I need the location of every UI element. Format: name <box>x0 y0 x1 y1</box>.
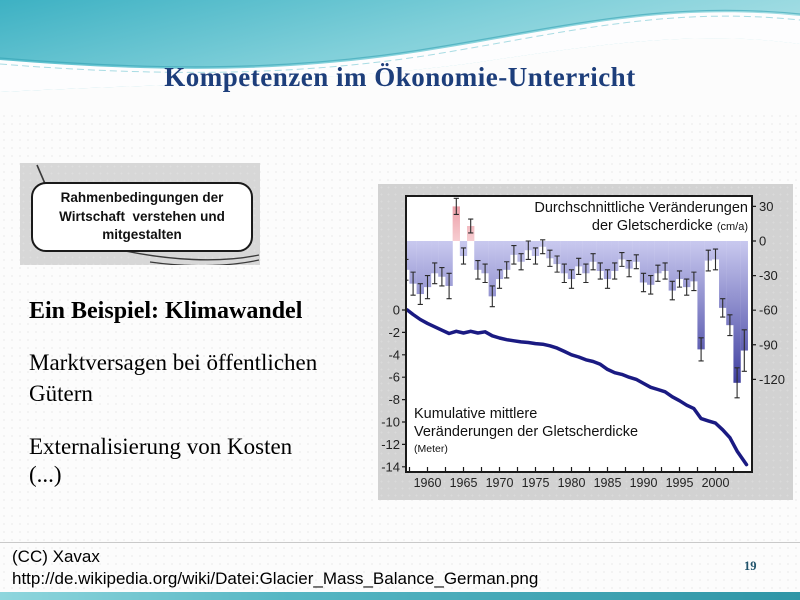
glacier-chart-image: Durchschnittliche Veränderungen der Glets… <box>378 184 793 500</box>
svg-text:1980: 1980 <box>558 476 586 490</box>
source-url: http://de.wikipedia.org/wiki/Datei:Glaci… <box>12 569 539 588</box>
callout-bubble: Rahmenbedingungen der Wirtschaft versteh… <box>31 182 253 252</box>
svg-text:Durchschnittliche Veränderunge: Durchschnittliche Veränderungen <box>534 200 748 216</box>
svg-text:-10: -10 <box>381 415 400 430</box>
svg-text:30: 30 <box>759 199 773 214</box>
svg-text:(Meter): (Meter) <box>414 443 448 455</box>
svg-text:-30: -30 <box>759 268 778 283</box>
bottom-accent-bar <box>0 592 800 600</box>
banner-wave-graphic <box>0 0 800 115</box>
page-number: 19 <box>744 559 757 573</box>
footer-divider <box>0 542 800 543</box>
page-title: Kompetenzen im Ökonomie-Unterricht <box>164 62 636 92</box>
svg-text:1990: 1990 <box>630 476 658 490</box>
svg-text:1960: 1960 <box>414 476 442 490</box>
credits-block: (CC) Xavax http://de.wikipedia.org/wiki/… <box>12 546 538 590</box>
svg-text:-8: -8 <box>388 392 400 407</box>
svg-text:Veränderungen der Gletscherdic: Veränderungen der Gletscherdicke <box>414 424 638 440</box>
callout-image: Rahmenbedingungen der Wirtschaft versteh… <box>20 163 260 265</box>
svg-text:1970: 1970 <box>486 476 514 490</box>
svg-text:2000: 2000 <box>702 476 730 490</box>
svg-text:-12: -12 <box>381 437 400 452</box>
svg-text:der Gletscherdicke (cm/a): der Gletscherdicke (cm/a) <box>592 218 748 234</box>
svg-text:-60: -60 <box>759 303 778 318</box>
body-paragraph-1: Marktversagen bei öffentlichen Gütern <box>29 350 318 406</box>
svg-text:Kumulative mittlere: Kumulative mittlere <box>414 406 537 422</box>
svg-text:-4: -4 <box>388 347 400 362</box>
body-heading: Ein Beispiel: Klimawandel <box>29 298 303 324</box>
svg-text:-6: -6 <box>388 370 400 385</box>
svg-text:0: 0 <box>393 303 400 318</box>
body-ellipsis: (...) <box>29 462 62 487</box>
svg-text:-2: -2 <box>388 325 400 340</box>
credit-text: (CC) Xavax <box>12 547 100 566</box>
svg-text:1965: 1965 <box>450 476 478 490</box>
callout-line: Rahmenbedingungen der <box>60 190 224 206</box>
body-paragraph-2: Externalisierung von Kosten <box>29 434 293 459</box>
svg-text:1985: 1985 <box>594 476 622 490</box>
callout-line: mitgestalten <box>102 227 182 243</box>
svg-text:0: 0 <box>759 234 766 249</box>
callout-line: Wirtschaft verstehen und <box>59 208 225 224</box>
svg-text:-90: -90 <box>759 337 778 352</box>
svg-text:-120: -120 <box>759 372 785 387</box>
svg-text:-14: -14 <box>381 459 400 474</box>
body-text-block: Ein Beispiel: Klimawandel Marktversagen … <box>29 298 329 488</box>
svg-text:1995: 1995 <box>666 476 694 490</box>
glacier-chart-svg: Durchschnittliche Veränderungen der Glets… <box>381 195 785 490</box>
svg-text:1975: 1975 <box>522 476 550 490</box>
